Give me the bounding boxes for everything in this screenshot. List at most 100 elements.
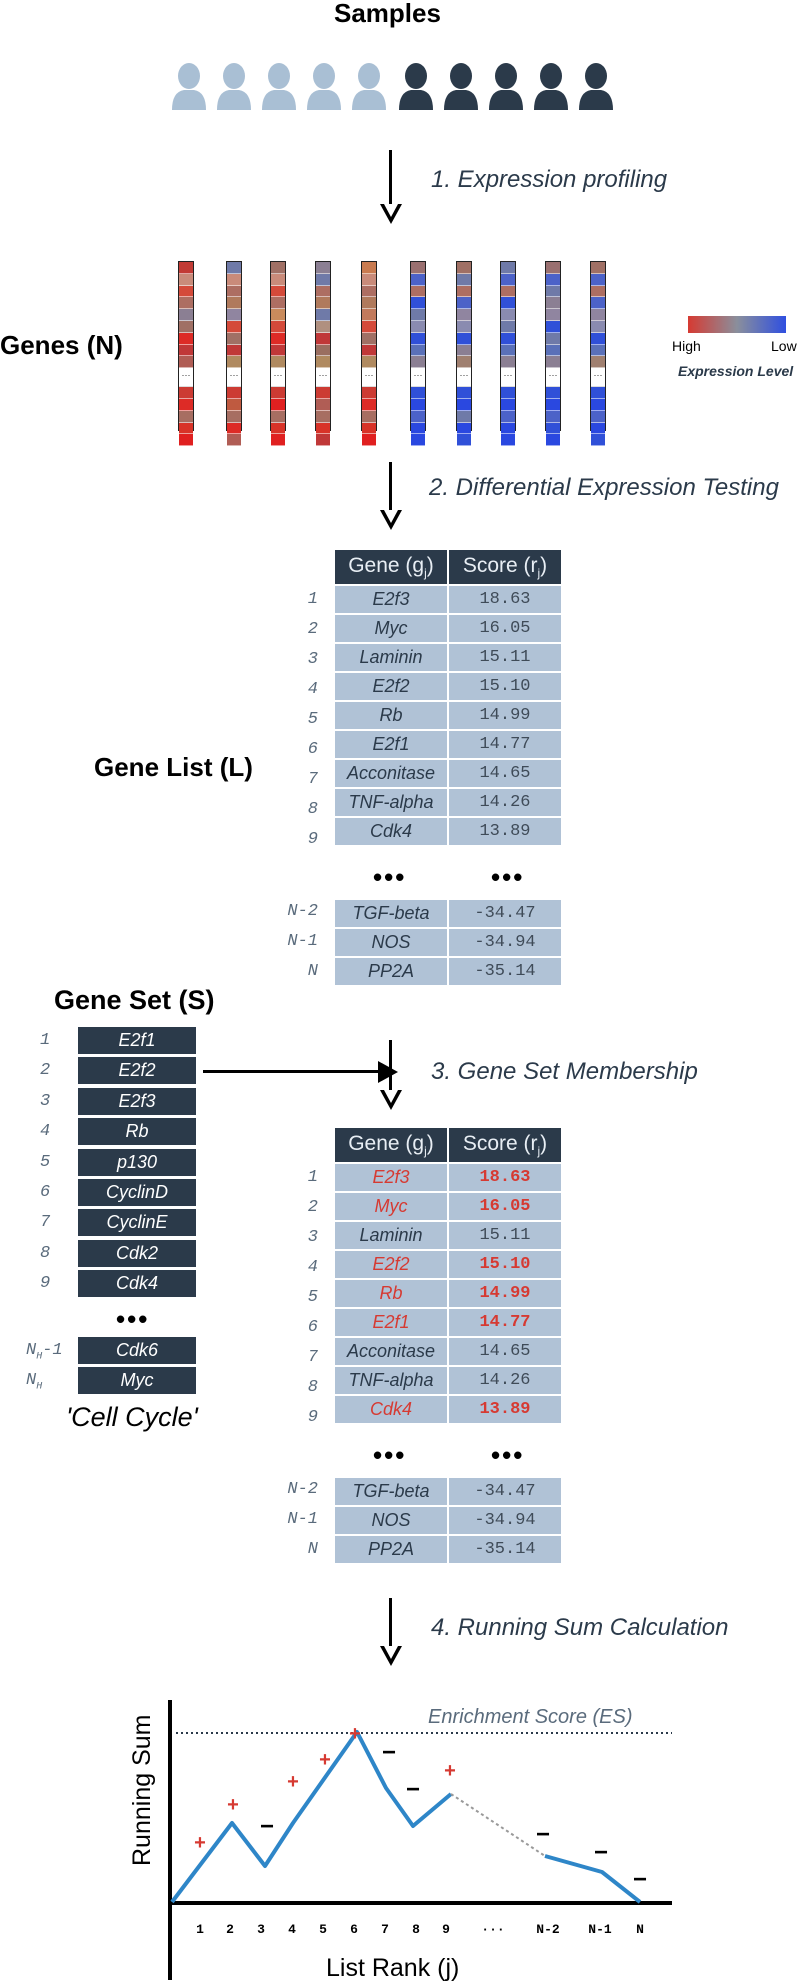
rank-number: 4 [307,680,318,699]
expression-cell [546,273,560,286]
plus-sign: + [319,1749,331,1771]
score-cell: -34.47 [449,900,561,927]
expression-cell [179,422,193,435]
rank-number: 7 [307,770,318,789]
score-cell: 14.99 [449,702,561,729]
gene-set-rank: 9 [40,1274,51,1294]
expression-cell [457,273,471,286]
minus-sign: − [536,1821,550,1848]
expression-cell [591,356,605,369]
expression-cell [411,344,425,357]
expression-cell [591,297,605,310]
sample-person-icon [307,63,341,110]
expression-cell [411,273,425,286]
expression-ellipsis: ··· [501,368,515,388]
rank-number: 9 [307,830,318,849]
expression-cell [591,309,605,321]
gene-cell: Acconitase [335,1338,447,1365]
score-cell: 14.77 [449,731,561,758]
expression-cell [501,387,515,399]
expression-cell [227,297,241,310]
table-ellipsis: ••• [491,1440,525,1470]
gene-set-rank: NH [26,1371,43,1393]
expression-cell [271,434,285,447]
expression-cell [179,285,193,298]
score-cell: 16.05 [449,615,561,642]
expression-cell [501,410,515,423]
expression-cell [501,434,515,447]
rank-number: N-1 [287,1510,318,1529]
gene-list-hits-tail: TGF-beta -34.47 NOS -34.94 PP2A -35.14 [333,1476,563,1565]
table-row: NOS -34.94 [335,929,561,956]
x-tick-label: 6 [350,1922,358,1937]
gene-set-member: Myc [78,1367,196,1394]
expression-cell [362,332,376,345]
sample-person-icon [217,63,251,110]
expression-cell [362,320,376,333]
expression-cell [591,387,605,399]
rank-number: N-2 [287,902,318,921]
gene-cell: E2f1 [335,731,447,758]
gene-cell: Cdk4 [335,1396,447,1423]
running-sum-gap [450,1793,546,1857]
gene-cell: TGF-beta [335,1478,447,1505]
expression-cell [271,410,285,423]
expression-cell [362,356,376,369]
gene-cell: TNF-alpha [335,789,447,816]
expression-cell [546,285,560,298]
gene-cell: PP2A [335,1536,447,1563]
table-row: TGF-beta -34.47 [335,1478,561,1505]
expression-cell [227,434,241,447]
table-row: Cdk4 13.89 [335,1396,561,1423]
step-2-label: 2. Differential Expression Testing [429,474,779,501]
expression-cell [591,398,605,411]
expression-cell [501,356,515,369]
expression-cell [179,387,193,399]
expression-cell [227,410,241,423]
score-cell: -34.94 [449,929,561,956]
expression-cell [591,422,605,435]
expression-cell [457,344,471,357]
minus-sign: − [594,1839,608,1866]
score-cell: 18.63 [449,1164,561,1191]
expression-cell [546,356,560,369]
expression-cell [501,273,515,286]
expression-cell [316,332,330,345]
score-cell: -35.14 [449,958,561,985]
table-row: Acconitase 14.65 [335,1338,561,1365]
expression-cell [316,309,330,321]
expression-cell [457,356,471,369]
expression-cell [457,332,471,345]
expression-cell [362,422,376,435]
expression-cell [179,398,193,411]
table-ellipsis: ••• [373,862,407,892]
gene-cell: TGF-beta [335,900,447,927]
expression-cell [316,410,330,423]
expression-cell [546,410,560,423]
arrow-4-head-inner [384,1646,398,1659]
expression-cell [457,434,471,447]
expression-cell [411,356,425,369]
expression-cell [411,434,425,447]
gene-set-rank: 8 [40,1243,51,1263]
rank-number: 7 [307,1348,318,1367]
score-cell: 15.10 [449,1251,561,1278]
expression-column: ··· [270,261,286,447]
expression-cell [316,273,330,286]
expression-cell [411,309,425,321]
gene-cell: Cdk4 [335,818,447,845]
score-column-header: Score (rj) [449,550,561,584]
expression-cell [179,262,193,274]
expression-cell [316,320,330,333]
arrow-1-head-inner [384,204,398,217]
table-row: Myc 16.05 [335,1193,561,1220]
gene-column-header: Gene (gj) [335,1128,447,1162]
expression-cell [271,387,285,399]
score-cell: -34.47 [449,1478,561,1505]
expression-cell [316,285,330,298]
rank-number: N [307,1540,318,1559]
gene-list-tail: TGF-beta -34.47 NOS -34.94 PP2A -35.14 [333,898,563,987]
gene-set-ellipsis: ••• [116,1304,150,1334]
gene-cell: Myc [335,615,447,642]
gene-set-member: Rb [78,1118,196,1146]
